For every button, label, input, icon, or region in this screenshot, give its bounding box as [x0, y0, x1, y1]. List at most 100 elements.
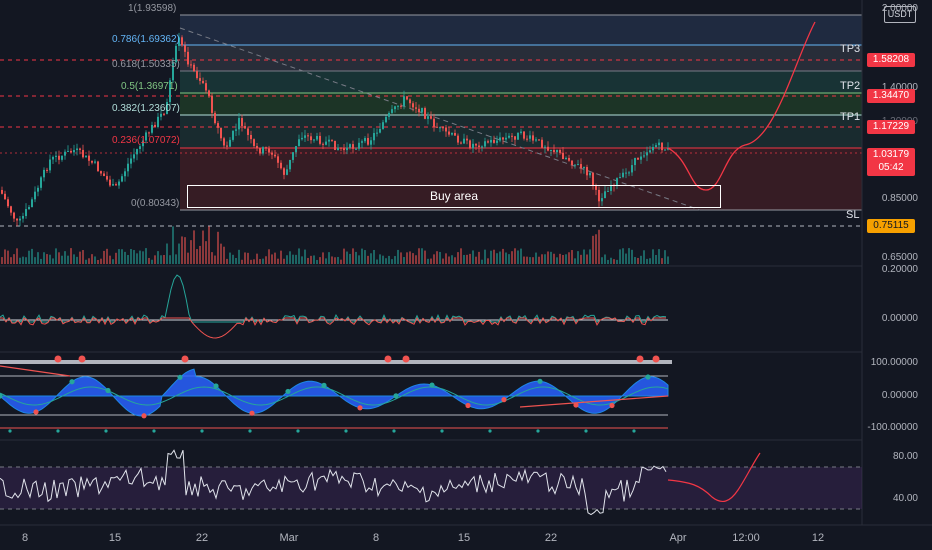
- volume-bar: [250, 259, 252, 264]
- volume-bar: [157, 251, 159, 264]
- volume-bar: [604, 254, 606, 264]
- candle-body: [160, 113, 162, 117]
- volume-bar: [397, 249, 399, 264]
- volume-bar: [19, 257, 21, 264]
- volume-bar: [577, 251, 579, 264]
- volume-bar: [484, 249, 486, 264]
- volume-bar: [106, 248, 108, 264]
- volume-bar: [70, 248, 72, 264]
- candle-body: [172, 62, 174, 81]
- volume-bar: [328, 252, 330, 264]
- candle-body: [547, 146, 549, 151]
- candle-body: [250, 134, 252, 140]
- candle-body: [430, 116, 432, 119]
- volume-bar: [529, 257, 531, 264]
- candle-body: [229, 139, 231, 147]
- volume-bar: [427, 258, 429, 264]
- candle-body: [382, 122, 384, 129]
- sl-price-tag: 0.75115: [867, 219, 915, 233]
- candle-body: [442, 127, 444, 129]
- candle-body: [424, 108, 426, 119]
- volume-bar: [199, 245, 201, 264]
- osc3-axis-label: 80.00: [892, 451, 918, 462]
- candle-body: [238, 118, 240, 130]
- oscillator-pane-2[interactable]: [0, 355, 672, 433]
- price-axis-label: 1.40000: [881, 82, 918, 93]
- candle-body: [586, 167, 588, 176]
- candle-body: [205, 83, 207, 91]
- osc2-dot: [0, 393, 3, 399]
- volume-bar: [508, 254, 510, 264]
- volume-bar: [124, 251, 126, 264]
- fibonacci-retracement[interactable]: [180, 14, 862, 211]
- candle-body: [4, 193, 6, 200]
- volume-bar: [79, 251, 81, 264]
- volume-bar: [649, 258, 651, 264]
- candle-body: [508, 135, 510, 138]
- candle-body: [367, 138, 369, 145]
- candle-body: [67, 150, 69, 152]
- buy-area-box[interactable]: Buy area: [187, 185, 721, 208]
- candle-body: [496, 140, 498, 143]
- candle-body: [16, 218, 18, 221]
- candle-body: [94, 161, 96, 163]
- osc3-band: [0, 467, 862, 509]
- volume-bar: [337, 256, 339, 264]
- candle-body: [631, 165, 633, 173]
- volume-bar: [208, 226, 210, 264]
- price-projection-path[interactable]: [667, 21, 816, 191]
- osc2-dot: [213, 383, 219, 389]
- candle-body: [181, 37, 183, 46]
- volume-bar: [628, 248, 630, 264]
- volume-bar: [358, 255, 360, 264]
- trendline[interactable]: [179, 27, 701, 211]
- oscillator-pane-3[interactable]: [0, 449, 862, 516]
- oscillator-pane-1[interactable]: [0, 274, 668, 339]
- candle-body: [163, 113, 165, 115]
- volume-bar: [229, 252, 231, 264]
- candle-body: [295, 146, 297, 153]
- volume-bar: [463, 254, 465, 264]
- candle-body: [28, 207, 30, 210]
- candle-body: [232, 130, 234, 140]
- osc2-dot: [652, 355, 660, 363]
- osc2-dot: [69, 379, 75, 385]
- volume-bar: [226, 258, 228, 264]
- volume-bar: [304, 249, 306, 264]
- volume-bar: [400, 252, 402, 264]
- candle-body: [517, 132, 519, 140]
- candle-body: [391, 109, 393, 113]
- current-price-tag: 1.03179 05:42: [867, 148, 915, 176]
- candle-body: [1, 190, 3, 194]
- candle-body: [280, 162, 282, 169]
- currency-badge[interactable]: USDT: [884, 6, 916, 23]
- volume-bar: [553, 253, 555, 264]
- candle-body: [208, 90, 210, 96]
- volume-bar: [598, 229, 600, 264]
- volume-bar: [556, 257, 558, 264]
- candle-body: [433, 118, 435, 127]
- tp1-label: TP1: [840, 111, 861, 123]
- candle-body: [277, 156, 279, 163]
- volume-bar: [85, 259, 87, 264]
- volume-bar: [460, 248, 462, 264]
- candle-body: [607, 190, 609, 192]
- volume-bar: [94, 256, 96, 264]
- volume-bar: [382, 255, 384, 264]
- candle-body: [43, 169, 45, 178]
- tp3-price-tag: 1.58208: [867, 53, 915, 67]
- volume-bar: [547, 251, 549, 264]
- candle-body: [340, 147, 342, 149]
- osc2-dot: [33, 409, 39, 415]
- volume-bar: [13, 254, 15, 264]
- volume-bar: [445, 253, 447, 264]
- candle-body: [304, 135, 306, 138]
- candle-body: [385, 116, 387, 123]
- osc2-dot: [440, 429, 444, 433]
- candle-body: [505, 137, 507, 140]
- volume-bar: [430, 258, 432, 264]
- candle-body: [487, 141, 489, 143]
- candle-body: [97, 161, 99, 172]
- candle-body: [481, 146, 483, 148]
